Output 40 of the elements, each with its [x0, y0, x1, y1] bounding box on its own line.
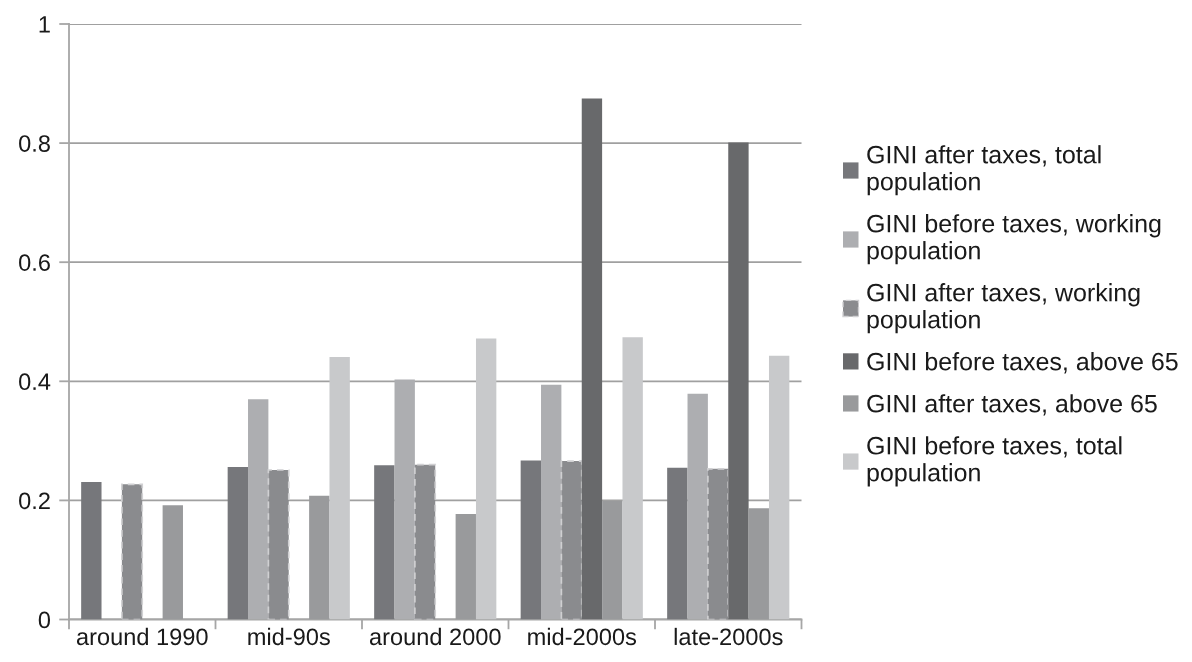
- bar: [541, 384, 562, 620]
- bar: [248, 399, 269, 620]
- legend-label: GINI after taxes, working population: [867, 283, 1140, 334]
- bar: [560, 460, 583, 620]
- bar: [227, 467, 249, 620]
- legend-label: GINI before taxes, above 65: [867, 352, 1178, 374]
- bar: [728, 142, 749, 620]
- bar: [414, 463, 437, 620]
- bar: [394, 379, 415, 620]
- x-tick-label: late-2000s: [674, 627, 783, 646]
- legend-label: GINI before taxes, working population: [867, 214, 1161, 265]
- bar: [162, 505, 183, 620]
- bar: [455, 514, 476, 620]
- y-tick-label: 0.8: [19, 135, 50, 152]
- bar: [581, 98, 603, 620]
- legend-label: GINI after taxes, above 65: [867, 394, 1157, 416]
- bar: [121, 483, 144, 620]
- bar: [374, 465, 395, 620]
- x-tick-label: mid-90s: [248, 627, 330, 646]
- y-tick-label: 0.2: [19, 492, 50, 510]
- y-tick-label: 0: [38, 611, 51, 629]
- y-tick-label: 0.4: [19, 373, 51, 391]
- bar: [622, 337, 643, 620]
- x-tick-label: around 2000: [369, 627, 501, 646]
- bar: [520, 460, 542, 620]
- bar: [707, 468, 730, 620]
- bar: [329, 356, 350, 620]
- bar: [475, 338, 497, 620]
- x-tick-label: around 1990: [76, 627, 208, 646]
- bar: [687, 393, 708, 620]
- bar: [267, 469, 290, 620]
- y-tick-label: 0.6: [19, 254, 50, 271]
- bar: [667, 467, 688, 620]
- bar: [768, 355, 790, 620]
- y-tick-label: 1: [39, 16, 50, 33]
- bar: [81, 481, 102, 620]
- legend-label: GINI before taxes, total population: [867, 436, 1122, 487]
- legend-label: GINI after taxes, total population: [867, 145, 1101, 196]
- bar: [748, 508, 769, 620]
- x-tick-label: mid-2000s: [528, 627, 637, 646]
